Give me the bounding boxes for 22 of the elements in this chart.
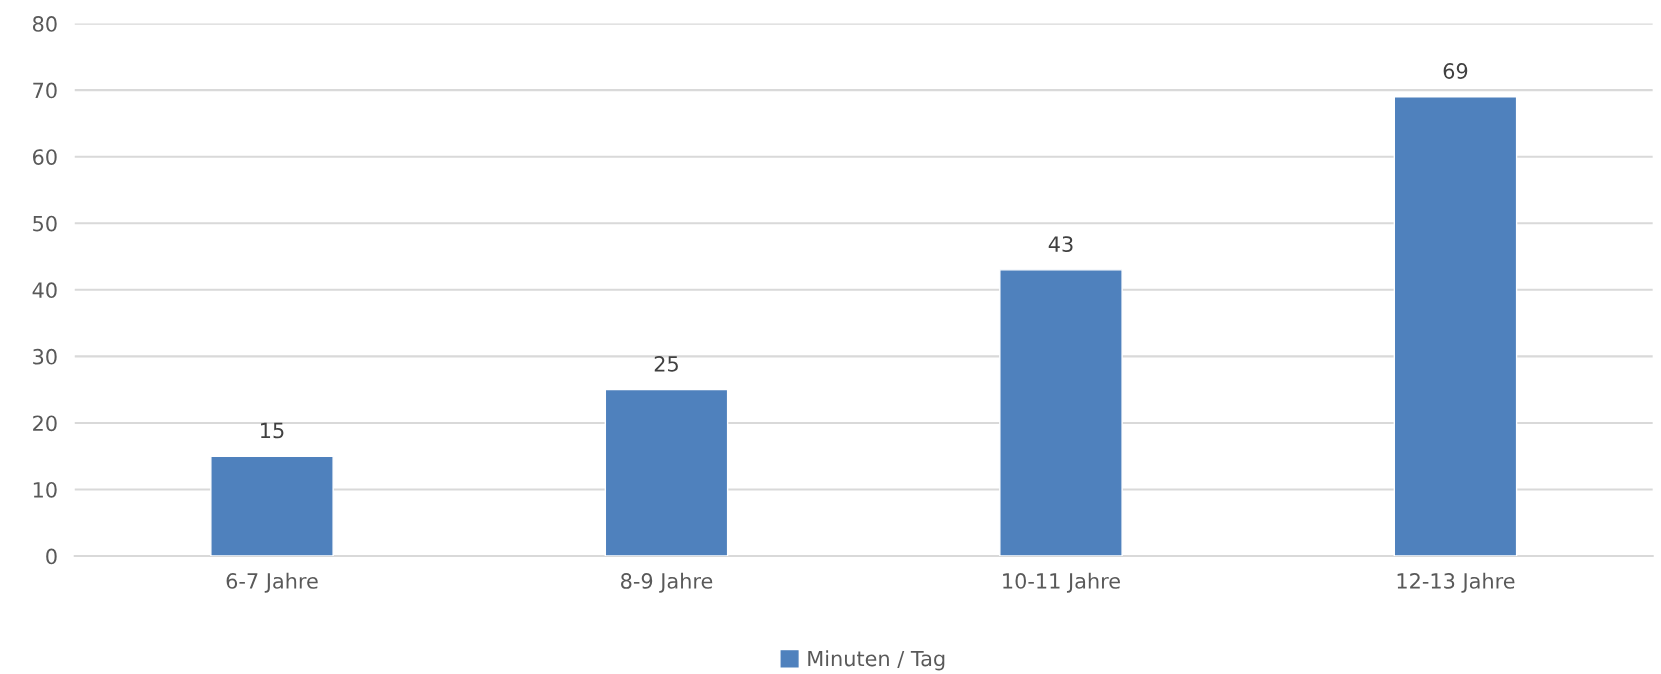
- data-label: 69: [1443, 63, 1468, 79]
- y-tick-label: 70: [33, 82, 57, 99]
- data-label: 25: [654, 355, 678, 372]
- x-tick-label: 8-9 Jahre: [621, 572, 713, 593]
- data-label: 43: [1048, 236, 1073, 252]
- x-tick-label: 6-7 Jahre: [226, 572, 318, 593]
- y-tick-label: 30: [33, 348, 57, 365]
- y-tick-label: 60: [33, 149, 57, 165]
- bar: [210, 455, 334, 557]
- x-tick-label: 12-13 Jahre: [1397, 572, 1515, 593]
- y-tick-label: 20: [33, 415, 57, 432]
- y-tick-label: 40: [32, 282, 57, 299]
- bar: [1393, 96, 1518, 557]
- y-tick-label: 50: [33, 215, 57, 232]
- y-tick-label: 80: [32, 16, 57, 32]
- data-label: 15: [261, 422, 284, 439]
- x-tick-label: 10-11 Jahre: [1003, 572, 1120, 593]
- bar: [604, 388, 729, 557]
- bar: [999, 269, 1123, 557]
- legend-label: Minuten / Tag: [808, 650, 945, 671]
- y-tick-label: 0: [46, 548, 57, 565]
- y-tick-label: 10: [33, 481, 57, 498]
